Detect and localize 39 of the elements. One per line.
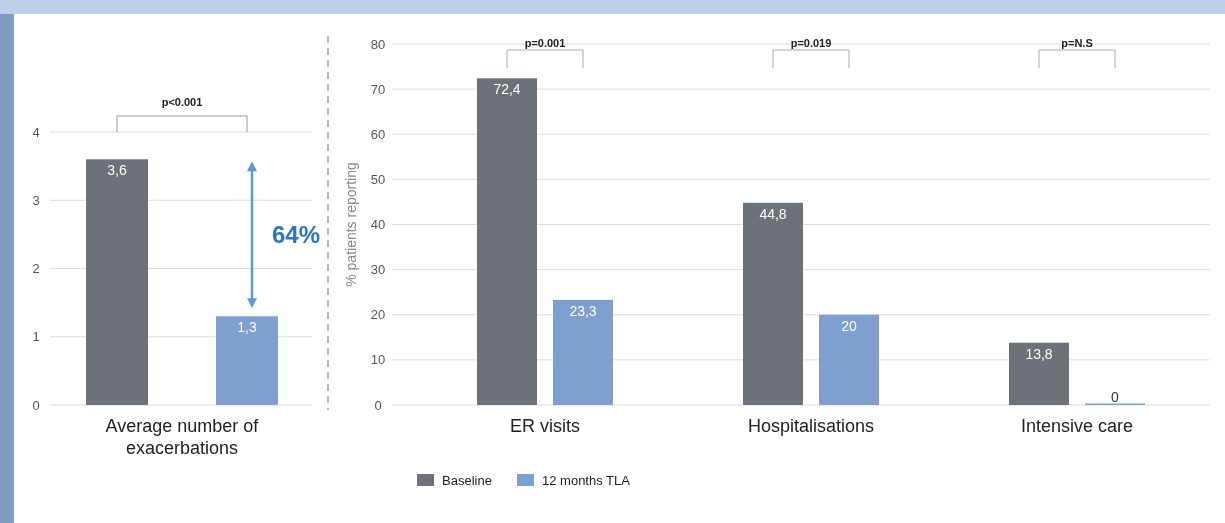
bar	[477, 78, 537, 405]
y-tick-label: 30	[370, 262, 386, 278]
bar	[819, 314, 879, 405]
y-tick-label: 10	[370, 352, 386, 368]
y-tick-label: 2	[32, 261, 40, 277]
x-tick-label: Intensive care	[1020, 416, 1134, 436]
text: p<0.001	[161, 96, 203, 108]
y-tick-label: 60	[370, 126, 386, 142]
x-tick-label: ER visits	[509, 416, 581, 436]
data-label: 13,8	[1025, 345, 1053, 362]
bar	[743, 202, 803, 405]
data-label: 44,8	[759, 205, 787, 222]
legend-label: Baseline	[442, 472, 492, 488]
y-tick-label: 3	[32, 192, 40, 208]
x-axis-title: Average number of exacerbations	[105, 416, 260, 458]
y-tick-label: 4	[32, 124, 40, 140]
data-label: 23,3	[569, 302, 597, 319]
y-tick-label: 20	[370, 307, 386, 323]
annotation: p=N.S	[1061, 37, 1093, 49]
y-tick-label: 0	[374, 397, 382, 413]
bar	[1009, 342, 1069, 405]
y-tick-label: 80	[370, 36, 386, 52]
x-tick-label: Hospitalisations	[747, 416, 875, 436]
y-tick-label: 1	[32, 329, 40, 345]
y-tick-label: 0	[32, 397, 40, 413]
data-label: 3,6	[107, 162, 127, 179]
data-label: 20	[841, 317, 857, 334]
y-tick-label: 70	[370, 81, 386, 97]
y-axis-title: % patients reporting	[343, 162, 359, 287]
y-tick-label: 40	[370, 217, 386, 233]
data-label: 1,3	[237, 319, 257, 336]
legend-label: 12 months TLA	[542, 472, 631, 488]
bar	[553, 299, 613, 405]
data-label: 0	[1111, 389, 1120, 405]
y-tick-label: 50	[370, 171, 386, 187]
annotation: 64%	[272, 220, 321, 248]
annotation: p=0.001	[524, 37, 566, 49]
data-label: 72,4	[493, 81, 521, 98]
annotation: p=0.019	[790, 37, 832, 49]
